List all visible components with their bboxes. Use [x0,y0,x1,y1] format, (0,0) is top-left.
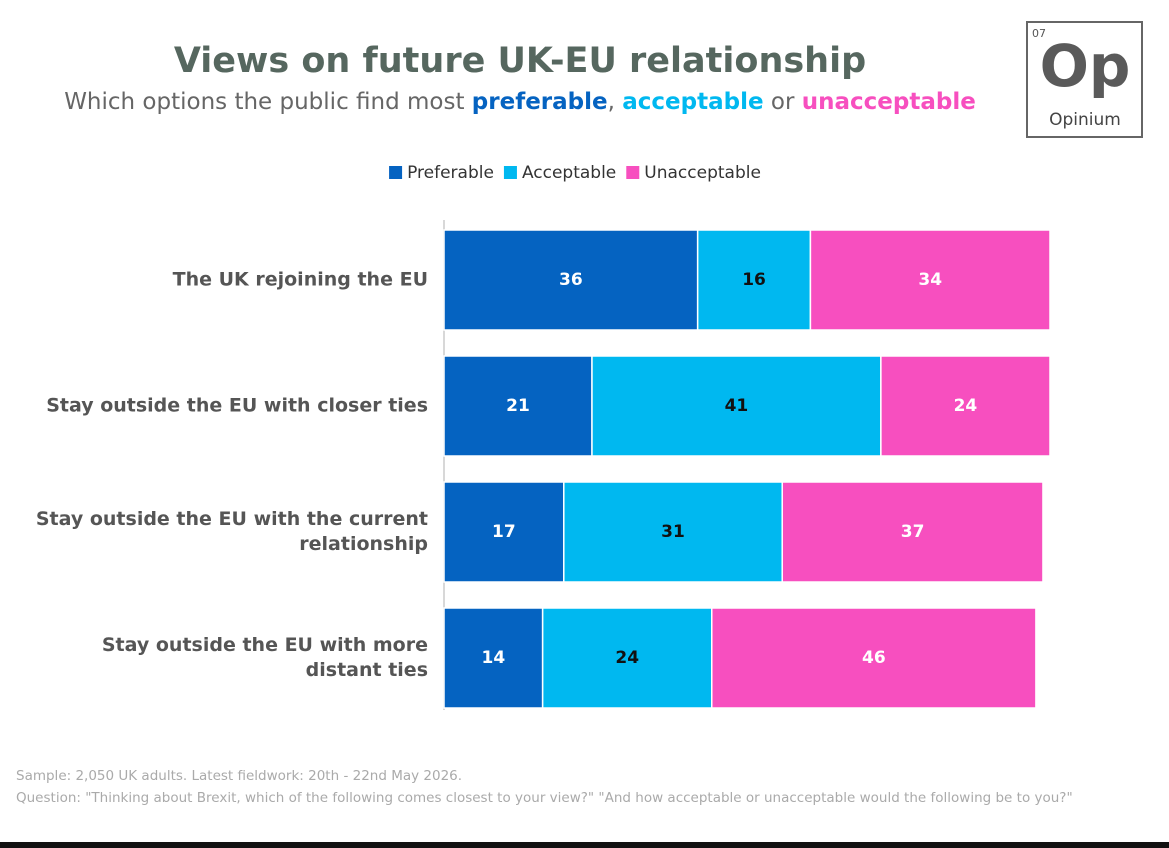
value-label: 24 [954,396,978,416]
bar-segment [809,229,1051,331]
logo-box [1026,21,1143,138]
category-label: The UK rejoining the EU [172,268,428,291]
logo-symbol: Op [1040,32,1131,100]
logo-number: 07 [1032,27,1046,40]
bar-segment [443,229,699,331]
value-label: 31 [661,522,685,542]
chart-title: Views on future UK-EU relationship [174,41,866,81]
bar-segment [541,607,713,709]
value-label: 34 [918,270,942,290]
bar-segment [711,607,1037,709]
subtitle-part: or [764,89,802,115]
logo-name: Opinium [1049,110,1121,130]
legend-label: Acceptable [522,163,616,183]
category-label: Stay outside the EU with more distant ti… [101,634,428,681]
bar-segment [443,355,593,457]
subtitle-part: unacceptable [802,89,976,115]
subtitle-part: Which options the public find most [64,89,472,115]
value-label: 24 [615,648,639,668]
value-label: 37 [901,522,925,542]
bar-segment [880,355,1051,457]
legend-label: Preferable [407,163,494,183]
value-label: 14 [481,648,505,668]
value-label: 46 [862,648,886,668]
value-label: 16 [742,270,766,290]
subtitle-part: acceptable [622,89,763,115]
bar-segment [591,355,882,457]
legend: Preferable Acceptable Unacceptable [389,163,761,183]
value-label: 41 [725,396,749,416]
value-label: 21 [506,396,530,416]
legend-label: Unacceptable [644,163,761,183]
bar-segment [443,607,544,709]
legend-swatch [626,166,640,179]
subtitle-part: , [608,89,623,115]
bar-segment [696,229,812,331]
subtitle-part: preferable [472,89,608,115]
value-label: 17 [492,522,516,542]
category-label: Stay outside the EU with the current rel… [35,508,428,555]
note: Question: "Thinking about Brexit, which … [16,790,1073,806]
bottom-rule [0,842,1169,848]
chart-subtitle: Which options the public find most prefe… [64,89,976,115]
value-label: 36 [559,270,583,290]
note: Sample: 2,050 UK adults. Latest fieldwor… [16,768,463,784]
legend-swatch [389,166,403,179]
bar-segment [781,481,1044,583]
legend-swatch [503,166,517,179]
category-label: Stay outside the EU with closer ties [46,394,428,417]
